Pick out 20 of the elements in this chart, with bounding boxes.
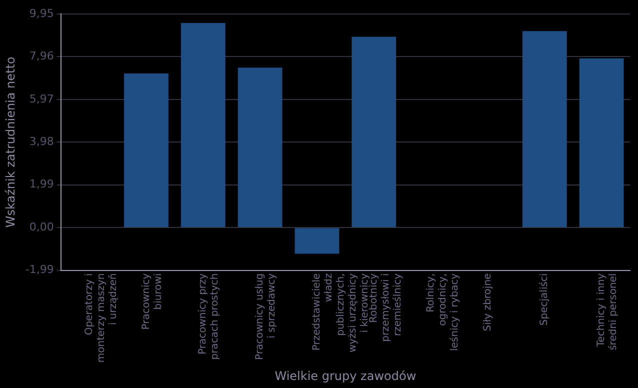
x-tick-label: Technicy i inny średni personel (596, 273, 620, 350)
bar (352, 36, 396, 228)
y-tick-label: 1,99 (29, 178, 54, 191)
y-tick-label: 3,98 (29, 135, 54, 148)
bar (180, 23, 226, 228)
x-tick-label: Siły zbrojne (482, 273, 494, 332)
bar (579, 58, 624, 228)
y-tick-label: 5,97 (29, 92, 54, 106)
y-tick-label: 9,95 (29, 6, 54, 20)
x-tick-label: Operatorzy i monterzy maszyn i urządzeń (84, 273, 119, 363)
bar (124, 73, 168, 228)
bar (294, 228, 340, 254)
y-tick-label: 7,96 (29, 50, 54, 63)
y-tick-label: 0,00 (29, 220, 54, 234)
x-tick-label: Specjaliści (538, 273, 550, 326)
y-axis-title: Wskaźnik zatrudnienia netto (3, 56, 18, 228)
y-tick-label: -1,99 (25, 263, 54, 276)
bar (238, 68, 282, 228)
bar (522, 31, 567, 228)
x-axis-title: Wielkie grupy zawodów (274, 368, 416, 383)
